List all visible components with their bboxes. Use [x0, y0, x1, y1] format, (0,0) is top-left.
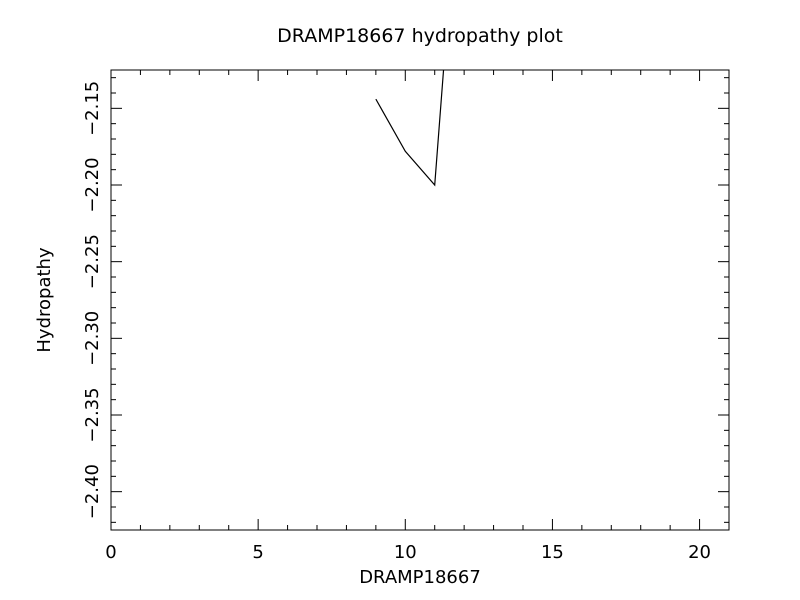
x-tick-label: 5: [252, 542, 263, 563]
y-axis-label: Hydropathy: [34, 247, 55, 353]
x-tick-label: 20: [688, 542, 711, 563]
axis-ticks: [110, 70, 730, 530]
y-tick-label: −2.40: [82, 464, 103, 519]
x-tick-label: 0: [105, 542, 116, 563]
y-tick-label: −2.35: [82, 387, 103, 442]
y-tick-labels: −2.40 −2.35 −2.30 −2.25 −2.20 −2.15: [82, 81, 103, 520]
y-tick-label: −2.25: [82, 234, 103, 289]
chart-title: DRAMP18667 hydropathy plot: [277, 25, 563, 47]
x-tick-labels: 0 5 10 15 20: [105, 542, 711, 563]
y-tick-label: −2.30: [82, 311, 103, 366]
x-tick-label: 10: [394, 542, 417, 563]
x-axis-label: DRAMP18667: [359, 567, 481, 588]
x-tick-label: 15: [541, 542, 564, 563]
plot-frame: [110, 69, 730, 531]
series-group: [375, 70, 445, 187]
hydropathy-line: [375, 70, 445, 187]
y-tick-label: −2.15: [82, 81, 103, 136]
y-tick-label: −2.20: [82, 157, 103, 212]
